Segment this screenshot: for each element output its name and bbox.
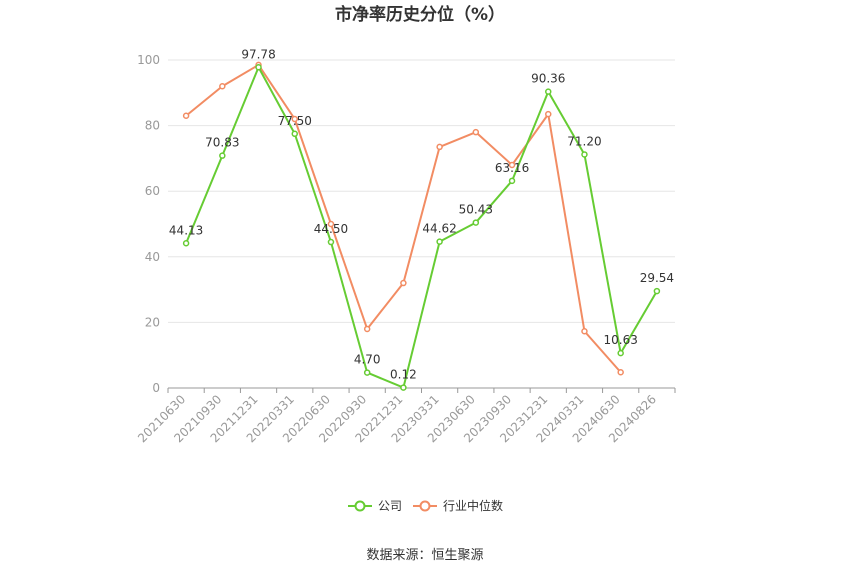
data-point-company	[436, 238, 443, 245]
data-point-company	[617, 349, 624, 357]
data-label: 70.83	[205, 136, 239, 150]
data-point-company	[545, 88, 552, 95]
y-tick-label: 0	[152, 381, 160, 395]
data-point-industry	[327, 220, 335, 228]
series-layer	[182, 61, 661, 391]
data-point-industry	[400, 279, 407, 287]
data-label: 63.16	[495, 161, 529, 175]
legend-label-company: 公司	[378, 499, 402, 513]
data-point-company	[363, 369, 371, 376]
data-point-industry	[219, 82, 226, 90]
legend-item-industry[interactable]: 行业中位数	[413, 498, 503, 513]
data-point-industry	[617, 369, 624, 376]
legend: 公司 行业中位数	[348, 498, 503, 513]
grid	[168, 59, 675, 323]
data-label: 97.78	[241, 47, 275, 61]
data-label: 0.12	[390, 368, 417, 382]
data-point-company	[472, 219, 480, 226]
y-axis: 0 20 40 60 80 100	[137, 53, 160, 395]
data-label: 77.50	[278, 114, 312, 128]
data-label: 50.43	[459, 203, 493, 217]
legend-label-industry: 行业中位数	[443, 498, 503, 513]
data-point-company	[653, 287, 661, 295]
data-point-company	[219, 152, 226, 159]
y-tick-label: 60	[145, 184, 160, 198]
data-label: 4.70	[354, 353, 381, 367]
data-point-company	[400, 384, 407, 391]
data-point-industry	[508, 161, 516, 169]
data-point-industry	[545, 110, 552, 118]
source-note: 数据来源：恒生聚源	[366, 548, 483, 563]
data-label: 71.20	[567, 134, 601, 148]
y-tick-label: 100	[137, 53, 160, 67]
data-label: 44.62	[422, 222, 456, 236]
data-label: 44.13	[169, 223, 203, 237]
x-axis: 2021063020210930202112312022033120220630…	[135, 387, 676, 445]
series-line-industry	[185, 63, 622, 373]
data-point-company	[182, 240, 190, 247]
data-point-company	[255, 64, 262, 71]
data-point-industry	[581, 328, 588, 335]
data-label: 90.36	[531, 72, 565, 86]
data-point-industry	[436, 143, 443, 151]
data-point-company	[508, 177, 516, 185]
data-point-company	[581, 151, 588, 158]
data-label: 44.50	[314, 222, 348, 236]
y-tick-label: 80	[145, 119, 160, 133]
chart-title: 市净率历史分位（%）	[335, 4, 505, 25]
data-label: 10.63	[603, 333, 637, 347]
y-tick-label: 20	[145, 315, 160, 329]
data-point-company	[291, 130, 298, 138]
legend-item-company[interactable]: 公司	[348, 499, 402, 513]
data-labels: 44.13 70.83 97.78 77.50 44.50 4.70 0.12 44.6250…	[169, 47, 674, 381]
y-tick-label: 40	[145, 250, 160, 264]
series-line-company	[185, 66, 658, 389]
data-point-industry	[291, 115, 298, 123]
data-point-industry	[472, 128, 480, 136]
data-point-industry	[363, 325, 371, 333]
data-point-company	[327, 238, 335, 246]
data-point-industry	[182, 112, 190, 120]
data-label: 29.54	[640, 271, 674, 285]
